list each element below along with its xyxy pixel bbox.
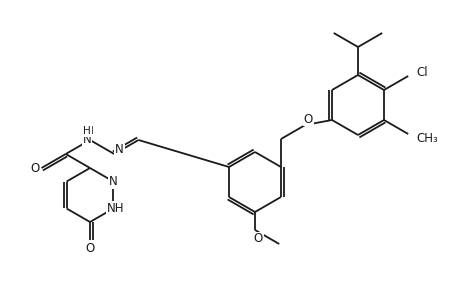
Text: N: N <box>83 133 91 146</box>
Text: O: O <box>30 161 39 175</box>
Text: CH₃: CH₃ <box>415 131 437 145</box>
Text: H: H <box>83 126 91 136</box>
Text: O: O <box>85 242 95 256</box>
Text: NH: NH <box>106 202 124 215</box>
Text: H: H <box>86 126 94 136</box>
Text: O: O <box>303 112 312 125</box>
Text: N: N <box>109 175 118 188</box>
Text: N: N <box>115 142 123 155</box>
Text: O: O <box>253 232 262 245</box>
Text: Cl: Cl <box>415 65 427 79</box>
